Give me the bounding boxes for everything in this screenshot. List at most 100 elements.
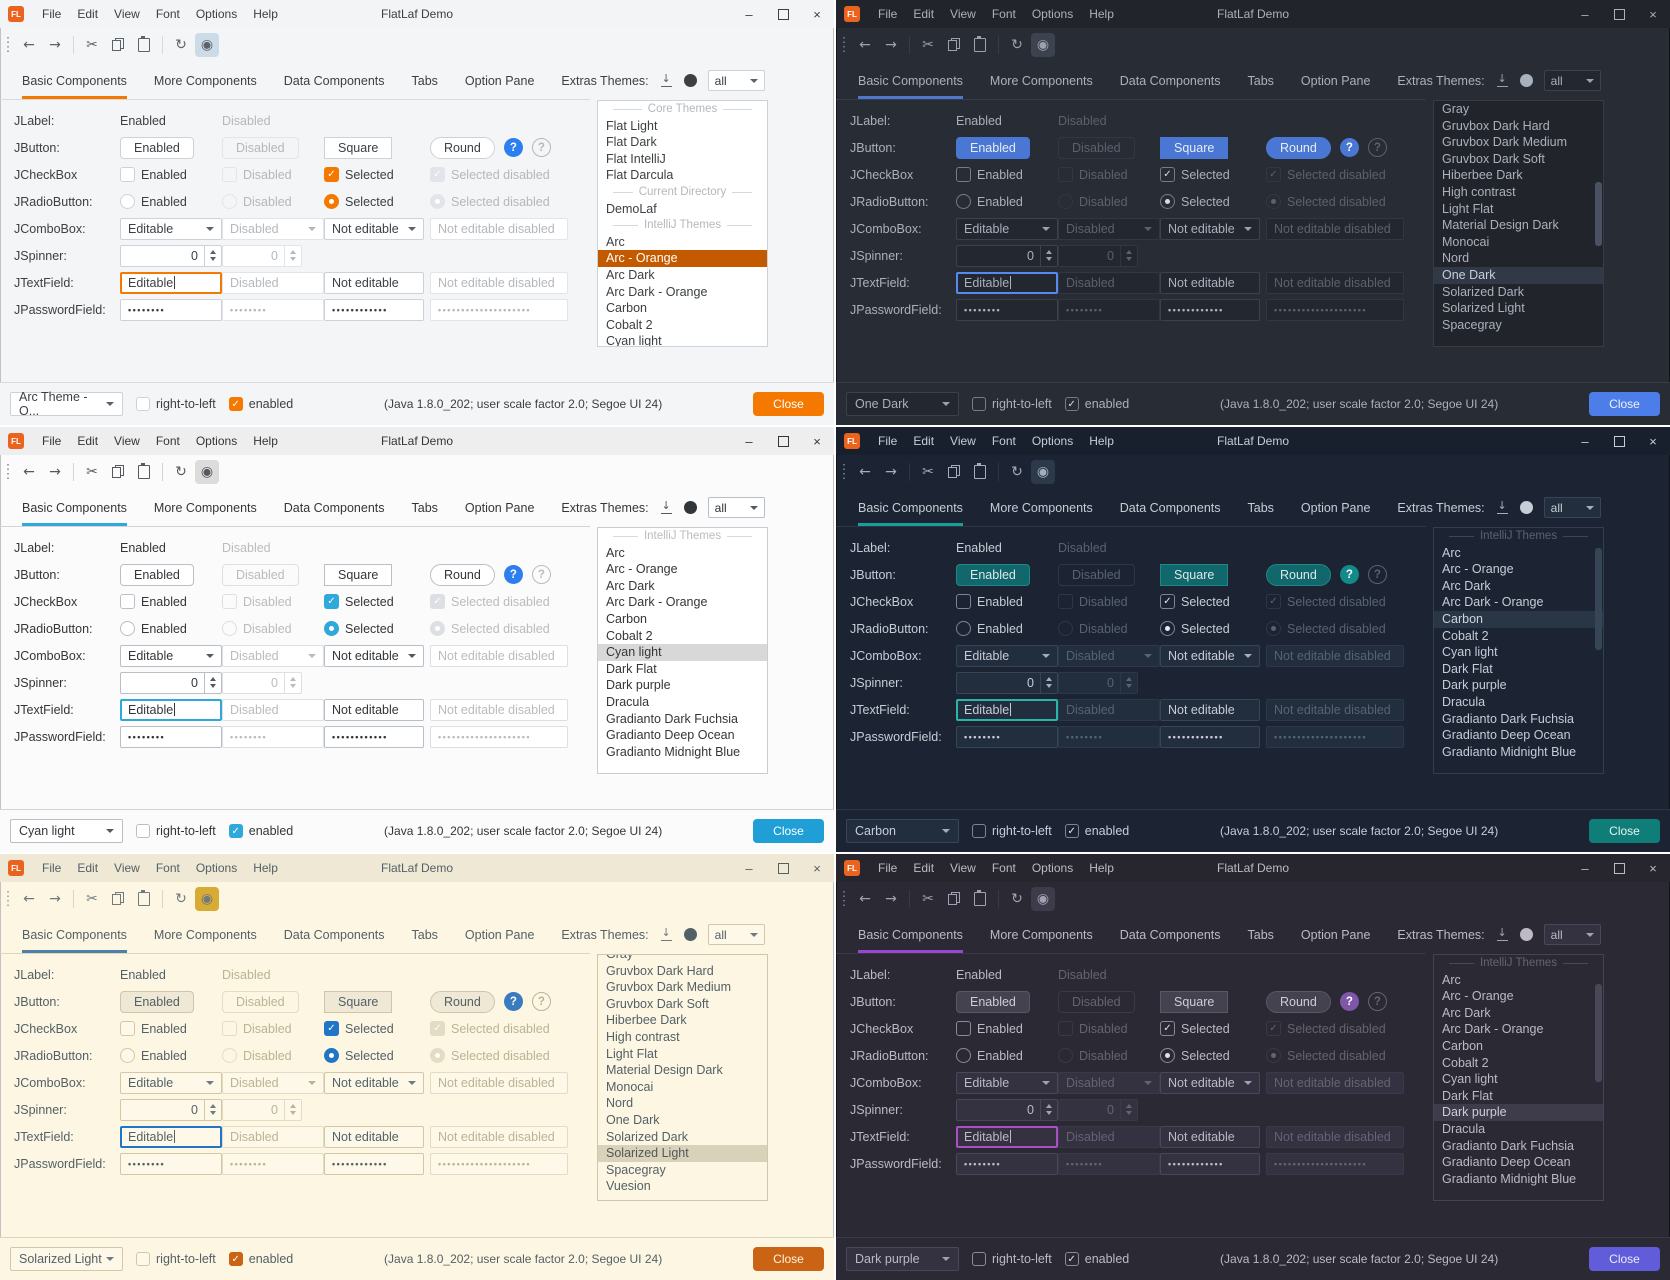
theme-list-item[interactable]: Gruvbox Dark Hard bbox=[606, 963, 714, 978]
menu-options[interactable]: Options bbox=[1031, 434, 1074, 448]
close-window-button[interactable]: × bbox=[813, 433, 821, 449]
refresh-icon[interactable]: ↻ bbox=[1011, 890, 1023, 907]
menu-file[interactable]: File bbox=[878, 434, 898, 448]
theme-list-item[interactable]: Vuesion bbox=[606, 1179, 651, 1194]
tab-option-pane[interactable]: Option Pane bbox=[464, 74, 535, 88]
show-hidden-eye-icon[interactable]: ◉ bbox=[195, 886, 219, 911]
menu-font[interactable]: Font bbox=[155, 861, 180, 875]
round-button[interactable]: Round bbox=[430, 136, 495, 159]
tab-more-components[interactable]: More Components bbox=[153, 74, 257, 88]
tab-data-components[interactable]: Data Components bbox=[283, 74, 385, 88]
menu-file[interactable]: File bbox=[878, 7, 898, 21]
combobox-not-editable[interactable]: Not editable bbox=[1160, 1071, 1260, 1094]
close-window-button[interactable]: × bbox=[1649, 860, 1657, 876]
menu-file[interactable]: File bbox=[878, 861, 898, 875]
square-button[interactable]: Square bbox=[1160, 136, 1229, 159]
theme-list-item[interactable]: Flat IntelliJ bbox=[606, 151, 666, 166]
checkbox-unchecked[interactable] bbox=[120, 594, 135, 609]
close-window-button[interactable]: × bbox=[813, 860, 821, 876]
enabled-checkbox[interactable]: ✓ bbox=[228, 1252, 243, 1266]
toolbar-grip[interactable] bbox=[7, 890, 9, 907]
menu-view[interactable]: View bbox=[114, 7, 140, 21]
close-button[interactable]: Close bbox=[1589, 819, 1660, 843]
minimize-button[interactable]: – bbox=[1581, 860, 1589, 876]
tab-option-pane[interactable]: Option Pane bbox=[1300, 501, 1371, 515]
paste-icon[interactable] bbox=[968, 887, 992, 911]
cut-icon[interactable]: ✂ bbox=[86, 890, 98, 907]
show-hidden-eye-icon[interactable]: ◉ bbox=[1031, 886, 1055, 911]
theme-list-item[interactable]: Gray bbox=[1442, 102, 1470, 116]
tab-basic-components[interactable]: Basic Components bbox=[858, 501, 963, 526]
theme-list-item[interactable]: Spacegray bbox=[606, 1162, 666, 1177]
menu-help[interactable]: Help bbox=[1089, 434, 1114, 448]
spinner-up-icon[interactable] bbox=[1046, 250, 1052, 255]
close-button[interactable]: Close bbox=[753, 1247, 824, 1271]
tab-extras[interactable]: Extras bbox=[1397, 928, 1433, 942]
copy-icon[interactable] bbox=[942, 33, 966, 57]
spinner-down-icon[interactable] bbox=[1046, 256, 1052, 261]
combobox-not-editable[interactable]: Not editable bbox=[1160, 644, 1260, 667]
textfield-editable-focused[interactable]: Editable bbox=[120, 698, 222, 721]
spinner-down-icon[interactable] bbox=[210, 1110, 216, 1115]
radio-unchecked[interactable] bbox=[956, 1048, 971, 1063]
back-icon[interactable]: ← bbox=[859, 463, 871, 480]
round-button[interactable]: Round bbox=[1266, 136, 1331, 159]
theme-list-item[interactable]: Arc - Orange bbox=[606, 562, 678, 577]
copy-icon[interactable] bbox=[106, 33, 130, 57]
theme-combobox[interactable]: One Dark bbox=[846, 392, 959, 416]
textfield-not-editable[interactable]: Not editable bbox=[324, 271, 424, 294]
forward-icon[interactable]: → bbox=[49, 890, 61, 907]
menu-font[interactable]: Font bbox=[155, 7, 180, 21]
theme-list-item[interactable]: Solarized Light bbox=[1442, 301, 1525, 316]
download-icon[interactable]: ↓ bbox=[1496, 926, 1508, 941]
help-button[interactable]: ? bbox=[1339, 138, 1359, 157]
theme-list-item[interactable]: Arc Dark bbox=[1442, 1005, 1491, 1020]
theme-list-item[interactable]: Dark purple bbox=[606, 678, 671, 693]
square-button[interactable]: Square bbox=[1160, 563, 1229, 586]
enabled-button[interactable]: Enabled bbox=[956, 136, 1030, 159]
theme-list-item[interactable]: Arc Dark - Orange bbox=[606, 595, 708, 610]
spinner-up-icon[interactable] bbox=[1046, 677, 1052, 682]
passwordfield[interactable]: •••••••• bbox=[956, 725, 1058, 748]
theme-list-item[interactable]: Cobalt 2 bbox=[606, 628, 653, 643]
tab-tabs[interactable]: Tabs bbox=[411, 501, 438, 515]
download-icon[interactable]: ↓ bbox=[660, 72, 672, 87]
enabled-checkbox[interactable]: ✓ bbox=[1064, 1252, 1079, 1266]
menu-font[interactable]: Font bbox=[155, 434, 180, 448]
theme-list-item[interactable]: Gradianto Deep Ocean bbox=[606, 728, 735, 743]
theme-list-item[interactable]: Arc bbox=[1442, 972, 1461, 987]
radio-unchecked[interactable] bbox=[120, 621, 135, 636]
theme-list-item[interactable]: Arc bbox=[606, 545, 625, 560]
close-window-button[interactable]: × bbox=[1649, 6, 1657, 22]
theme-list-item[interactable]: Gradianto Midnight Blue bbox=[606, 744, 741, 759]
checkbox-unchecked[interactable] bbox=[956, 594, 971, 609]
theme-list-item[interactable]: Spacegray bbox=[1442, 317, 1502, 332]
theme-list-item[interactable]: Solarized Dark bbox=[606, 1129, 688, 1144]
enabled-checkbox[interactable]: ✓ bbox=[228, 397, 243, 411]
square-button[interactable]: Square bbox=[1160, 990, 1229, 1013]
theme-list-item[interactable]: Cobalt 2 bbox=[1442, 628, 1489, 643]
passwordfield[interactable]: •••••••• bbox=[120, 1152, 222, 1175]
enabled-button[interactable]: Enabled bbox=[120, 990, 194, 1013]
maximize-button[interactable] bbox=[766, 427, 800, 455]
help-button[interactable]: ? bbox=[503, 138, 523, 157]
close-window-button[interactable]: × bbox=[813, 6, 821, 22]
combobox-not-editable[interactable]: Not editable bbox=[1160, 217, 1260, 240]
radio-selected[interactable] bbox=[1160, 1048, 1175, 1063]
paste-icon[interactable] bbox=[132, 887, 156, 911]
combobox-editable[interactable]: Editable bbox=[956, 1071, 1058, 1094]
refresh-icon[interactable]: ↻ bbox=[1011, 463, 1023, 480]
download-icon[interactable]: ↓ bbox=[660, 499, 672, 514]
theme-list-item[interactable]: Arc - Orange bbox=[598, 250, 767, 267]
theme-list-item[interactable]: Dark purple bbox=[1434, 1104, 1603, 1121]
tab-tabs[interactable]: Tabs bbox=[411, 928, 438, 942]
menu-options[interactable]: Options bbox=[1031, 861, 1074, 875]
checkbox-unchecked[interactable] bbox=[120, 1021, 135, 1036]
menu-options[interactable]: Options bbox=[1031, 7, 1074, 21]
close-button[interactable]: Close bbox=[1589, 392, 1660, 416]
radio-selected[interactable] bbox=[1160, 194, 1175, 209]
spinner[interactable]: 0 bbox=[120, 1098, 222, 1121]
theme-list-item[interactable]: Gray bbox=[606, 954, 634, 961]
radio-selected[interactable] bbox=[324, 194, 339, 209]
forward-icon[interactable]: → bbox=[885, 463, 897, 480]
